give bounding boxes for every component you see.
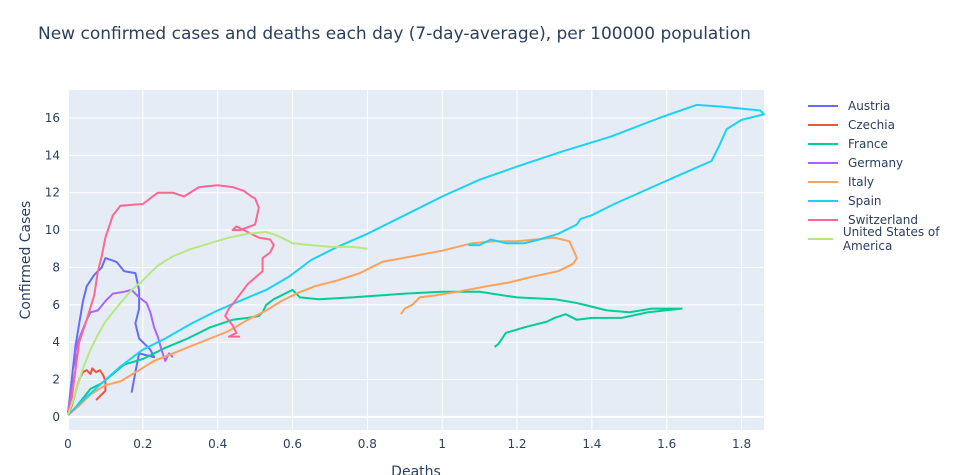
legend-item[interactable]: Italy <box>808 172 967 191</box>
y-tick-label: 10 <box>45 223 60 237</box>
x-tick-label: 1 <box>438 437 446 451</box>
x-tick-label: 0.2 <box>133 437 152 451</box>
x-tick-label: 0 <box>64 437 72 451</box>
y-tick-label: 4 <box>52 335 60 349</box>
legend-label: Austria <box>848 98 891 113</box>
series-line-united-states-of-america[interactable] <box>67 231 368 416</box>
x-tick-label: 0.8 <box>358 437 377 451</box>
y-tick-label: 6 <box>52 298 60 312</box>
legend-label: United States of America <box>842 224 940 253</box>
legend-item[interactable]: Switzerland <box>808 210 967 229</box>
legend-swatch <box>808 104 838 107</box>
x-axis-title: Deaths <box>391 464 441 475</box>
legend-label: Germany <box>848 155 904 170</box>
y-tick-label: 16 <box>45 111 60 125</box>
x-tick-label: 1.4 <box>582 437 601 451</box>
legend-swatch <box>808 180 838 183</box>
series-line-france[interactable] <box>67 288 683 416</box>
series-line-germany[interactable] <box>67 288 174 414</box>
legend-item[interactable]: Germany <box>808 153 967 172</box>
legend-swatch <box>808 142 838 145</box>
legend-label: Spain <box>848 193 882 208</box>
legend-swatch <box>808 199 838 202</box>
series-line-spain[interactable] <box>67 103 765 416</box>
x-tick-label: 0.6 <box>283 437 302 451</box>
legend-item[interactable]: Austria <box>808 96 967 115</box>
x-tick-label: 1.2 <box>507 437 526 451</box>
legend-label: France <box>848 136 888 151</box>
series-line-switzerland[interactable] <box>67 184 275 414</box>
series-line-italy[interactable] <box>67 236 578 416</box>
legend-item[interactable]: United States of America <box>808 225 967 253</box>
legend-item[interactable]: Spain <box>808 191 967 210</box>
legend-swatch <box>808 161 838 164</box>
legend-label: Switzerland <box>848 212 918 227</box>
legend-swatch <box>808 237 833 240</box>
y-tick-label: 2 <box>52 373 60 387</box>
legend-item[interactable]: Czechia <box>808 115 967 134</box>
legend-label: Czechia <box>848 117 895 132</box>
legend-swatch <box>808 218 838 221</box>
plot-background <box>68 90 764 430</box>
y-tick-label: 0 <box>52 410 60 424</box>
legend-item[interactable]: France <box>808 134 967 153</box>
x-tick-label: 1.8 <box>732 437 751 451</box>
legend-swatch <box>808 123 838 126</box>
legend: Austria Czechia France Germany Italy Spain Swi… <box>808 96 967 253</box>
x-tick-label: 0.4 <box>208 437 227 451</box>
legend-label: Italy <box>848 174 875 189</box>
y-axis-title: Confirmed Cases <box>18 201 34 320</box>
y-tick-label: 8 <box>52 260 60 274</box>
y-tick-label: 12 <box>45 186 60 200</box>
chart-title: New confirmed cases and deaths each day … <box>38 24 751 44</box>
x-tick-label: 1.6 <box>657 437 676 451</box>
y-tick-label: 14 <box>45 148 60 162</box>
